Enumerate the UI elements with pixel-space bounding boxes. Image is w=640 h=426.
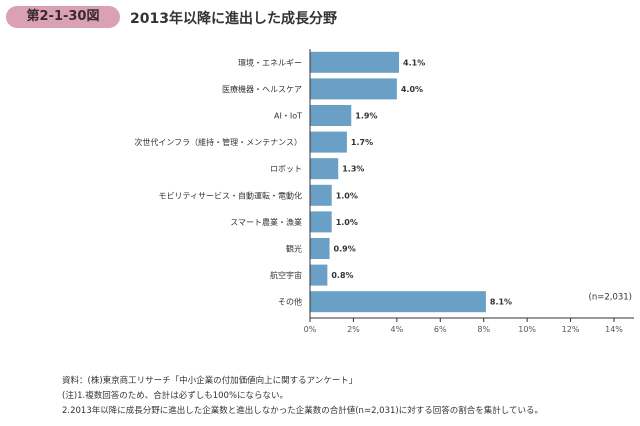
bar	[310, 184, 332, 206]
data-label: 1.3%	[342, 165, 364, 174]
note-2: 2.2013年以降に成長分野に進出した企業数と進出しなかった企業数の合計値(n=…	[62, 406, 543, 416]
bar	[310, 291, 486, 313]
category-label: 次世代インフラ（維持・管理・メンテナンス）	[134, 137, 302, 147]
bar	[310, 211, 332, 233]
x-tick-label: 6%	[434, 325, 447, 334]
data-label: 1.0%	[336, 191, 358, 200]
data-label: 0.9%	[334, 245, 356, 254]
category-label: AI・IoT	[274, 112, 302, 121]
bar	[310, 264, 328, 286]
source-note: 資料：(株)東京商工リサーチ「中小企業の付加価値向上に関するアンケート」	[62, 376, 358, 386]
bar	[310, 158, 339, 180]
x-tick-label: 14%	[605, 325, 623, 334]
category-label: 環境・エネルギー	[238, 57, 302, 67]
data-label: 4.0%	[401, 85, 423, 94]
data-label: 4.1%	[403, 58, 425, 67]
x-tick-label: 10%	[518, 325, 536, 334]
x-tick-label: 12%	[562, 325, 580, 334]
bar	[310, 78, 397, 100]
note-1: (注)1.複数回答のため、合計は必ずしも100%にならない。	[62, 391, 289, 401]
category-label: ロボット	[270, 165, 302, 174]
x-tick-label: 2%	[347, 325, 360, 334]
sample-size-annotation: (n=2,031)	[589, 293, 632, 303]
x-tick-label: 0%	[304, 325, 317, 334]
category-label: 医療機器・ヘルスケア	[222, 84, 302, 94]
x-tick-label: 4%	[391, 325, 404, 334]
bar	[310, 105, 352, 126]
bar	[310, 131, 347, 153]
data-label: 1.9%	[355, 112, 377, 121]
data-label: 1.0%	[336, 218, 358, 227]
category-label: モビリティサービス・自動運転・電動化	[158, 190, 302, 200]
bar	[310, 238, 330, 259]
category-label: スマート農業・漁業	[230, 217, 302, 227]
figure-number-badge: 第2-1-30図	[6, 6, 120, 28]
category-label: その他	[278, 297, 302, 307]
bar-chart: 環境・エネルギー 4.1% 医療機器・ヘルスケア 4.0% AI・IoT 1.9% 次世代イ…	[134, 49, 634, 334]
category-label: 観光	[286, 244, 302, 254]
x-tick-label: 8%	[477, 325, 490, 334]
data-label: 1.7%	[351, 138, 373, 147]
bar	[310, 51, 400, 73]
chart-title: 2013年以降に進出した成長分野	[130, 11, 337, 27]
category-label: 航空宇宙	[270, 270, 302, 280]
data-label: 0.8%	[331, 271, 353, 280]
data-label: 8.1%	[490, 298, 512, 307]
